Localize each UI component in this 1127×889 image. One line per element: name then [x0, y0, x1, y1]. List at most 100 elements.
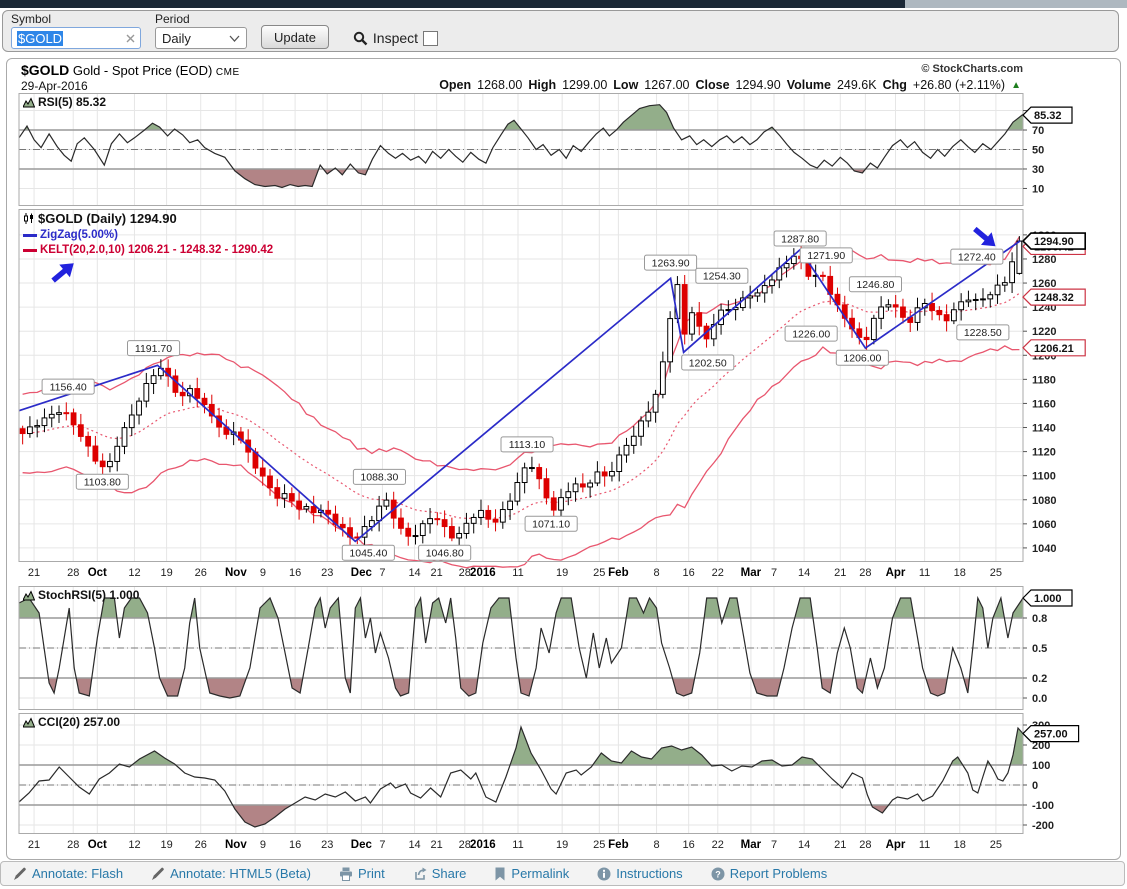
svg-text:1156.40: 1156.40 [50, 381, 87, 393]
price-callout: 1263.90 [644, 254, 698, 271]
overbought-fill [19, 727, 1023, 765]
axis-tick-label: -200 [1032, 820, 1054, 832]
date-tick-label: 12 [128, 567, 141, 579]
svg-text:1287.80: 1287.80 [781, 233, 819, 245]
axis-tick-label: 1060 [1032, 519, 1056, 531]
print-link[interactable]: Print [339, 866, 385, 881]
svg-text:1088.30: 1088.30 [360, 472, 398, 484]
axis-tick-label: -100 [1032, 800, 1054, 812]
kelt-legend: KELT(20,2.0,10) 1206.21 - 1248.32 - 1290… [40, 244, 274, 256]
annotate-flash-link[interactable]: Annotate: Flash [13, 866, 123, 881]
permalink-link[interactable]: Permalink [494, 866, 569, 881]
svg-text:1046.80: 1046.80 [426, 548, 464, 560]
chart-card: $GOLD Gold - Spot Price (EOD) CME © Stoc… [6, 58, 1121, 860]
axis-tick-label: 30 [1032, 164, 1044, 176]
annotate-html5-link[interactable]: Annotate: HTML5 (Beta) [151, 866, 311, 881]
indicator-icon [23, 716, 35, 727]
date-tick-label: 7 [770, 839, 778, 851]
date-tick-label: 21 [834, 839, 847, 851]
date-tick-label: 28 [67, 839, 80, 851]
date-tick-label: Mar [740, 839, 762, 851]
chevron-down-icon [229, 35, 240, 42]
indicator-icon [23, 96, 35, 107]
stoch-panel: 0.8 0.5 0.2 0.0 1.000 [18, 586, 1073, 710]
svg-text:1113.10: 1113.10 [509, 439, 546, 451]
date-tick-label: 21 [430, 839, 443, 851]
date-tick-label: Oct [87, 567, 107, 579]
axis-tag: 1.000 [1022, 589, 1073, 607]
quote-bar: Open 1268.00 High 1299.00 Low 1267.00 Close… [439, 78, 1021, 92]
share-link[interactable]: Share [413, 866, 466, 881]
axis-tick-label: 1260 [1032, 278, 1056, 290]
axis-tag: 85.32 [1022, 106, 1073, 124]
price-callout: 1071.10 [524, 515, 578, 532]
date-tick-label: 25 [593, 567, 606, 579]
instructions-link[interactable]: Instructions [597, 866, 683, 881]
axis-tick-label: 1120 [1032, 447, 1056, 459]
date-tick-label: 25 [989, 839, 1003, 851]
clear-icon[interactable] [126, 34, 135, 43]
date-axis: 21 28 Oct 12 19 26 Nov 9 16 23 Dec 7 14 21 28 2016 11 19 2… [7, 563, 1120, 585]
price-callout: 1228.50 [956, 324, 1010, 341]
svg-text:1246.80: 1246.80 [856, 279, 894, 291]
volume-value: 249.6K [836, 78, 877, 92]
date-tick-label: 2016 [470, 839, 496, 851]
svg-text:1263.90: 1263.90 [652, 257, 690, 269]
annotation-arrow-icon [973, 226, 996, 247]
period-field: Period Daily [155, 12, 247, 49]
axis-tick-label: 1140 [1032, 423, 1056, 435]
axis-tick-label: 0.5 [1032, 643, 1047, 655]
stoch-legend: StochRSI(5) 1.000 [38, 588, 140, 602]
inspect-checkbox[interactable] [423, 30, 439, 46]
chart-description: Gold - Spot Price (EOD) [72, 63, 213, 78]
axis-tick-label: 200 [1032, 740, 1050, 752]
svg-text:1272.40: 1272.40 [958, 251, 996, 263]
rsi-panel: 907050301085.32 [18, 93, 1073, 206]
oversold-fill [19, 168, 1023, 188]
overbought-fill [19, 104, 1023, 131]
bookmark-icon [495, 867, 505, 880]
axis-tick-label: 0.8 [1032, 613, 1047, 625]
chg-label: Chg [882, 78, 907, 92]
svg-text:1226.00: 1226.00 [792, 328, 830, 340]
price-callout: 1113.10 [500, 436, 554, 453]
axis-tick-label: 1040 [1032, 543, 1056, 555]
svg-text:85.32: 85.32 [1034, 110, 1062, 122]
chart-title: $GOLD Gold - Spot Price (EOD) CME [21, 62, 240, 78]
date-tick-label: 28 [458, 567, 471, 579]
date-tick-label: 2016 [470, 567, 496, 579]
chart-symbol: $GOLD [21, 62, 70, 78]
axis-tick-label: 1180 [1032, 374, 1056, 386]
date-tick-label: 9 [259, 839, 267, 851]
date-tick-label: Mar [740, 567, 762, 579]
symbol-value: $GOLD [17, 30, 64, 46]
price-callout: 1103.80 [75, 473, 129, 490]
date-tick-label: 23 [321, 567, 334, 579]
symbol-field: Symbol $GOLD [11, 12, 141, 49]
svg-text:1206.21: 1206.21 [1034, 343, 1074, 355]
svg-text:1045.40: 1045.40 [349, 548, 387, 560]
update-button[interactable]: Update [261, 25, 329, 49]
period-select[interactable]: Daily [155, 27, 247, 49]
date-tick-label: Dec [350, 839, 372, 851]
date-tick-label: 18 [953, 567, 966, 579]
date-tick-label: 21 [27, 567, 41, 579]
axis-tick-label: 1160 [1032, 398, 1056, 410]
toolbar: Symbol $GOLD Period Daily Update Inspect [2, 10, 1119, 52]
symbol-label: Symbol [11, 12, 52, 26]
annotation-arrow-icon [51, 263, 74, 283]
axis-tag: 1294.90 [1021, 232, 1086, 250]
date-tick-label: 16 [682, 567, 695, 579]
date-tick-label: 9 [259, 567, 267, 579]
date-tick-label: 14 [408, 839, 421, 851]
report-problems-link[interactable]: ? Report Problems [711, 866, 827, 881]
symbol-input[interactable]: $GOLD [11, 27, 141, 49]
axis-tick-label: 10 [1032, 183, 1044, 195]
axis-tick-label: 0.0 [1032, 693, 1047, 705]
chart-exchange: CME [215, 67, 240, 78]
date-tick-label: 14 [798, 839, 811, 851]
date-tick-label: 23 [321, 839, 334, 851]
date-tick-label: 11 [918, 839, 931, 851]
chg-up-arrow-icon: ▲ [1011, 79, 1021, 91]
date-tick-label: 26 [194, 839, 207, 851]
